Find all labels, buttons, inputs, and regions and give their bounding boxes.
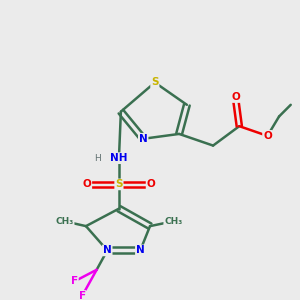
Text: O: O (147, 179, 155, 189)
Text: CH₃: CH₃ (56, 217, 74, 226)
Text: F: F (79, 291, 86, 300)
Text: S: S (115, 179, 123, 189)
Text: O: O (263, 131, 272, 141)
Text: N: N (136, 245, 145, 255)
Text: N: N (139, 134, 148, 144)
Text: F: F (71, 276, 78, 286)
Text: N: N (103, 245, 112, 255)
Text: O: O (231, 92, 240, 102)
Text: S: S (151, 77, 159, 88)
Text: O: O (82, 179, 91, 189)
Text: NH: NH (110, 153, 128, 163)
Text: CH₃: CH₃ (164, 217, 182, 226)
Text: H: H (94, 154, 101, 163)
